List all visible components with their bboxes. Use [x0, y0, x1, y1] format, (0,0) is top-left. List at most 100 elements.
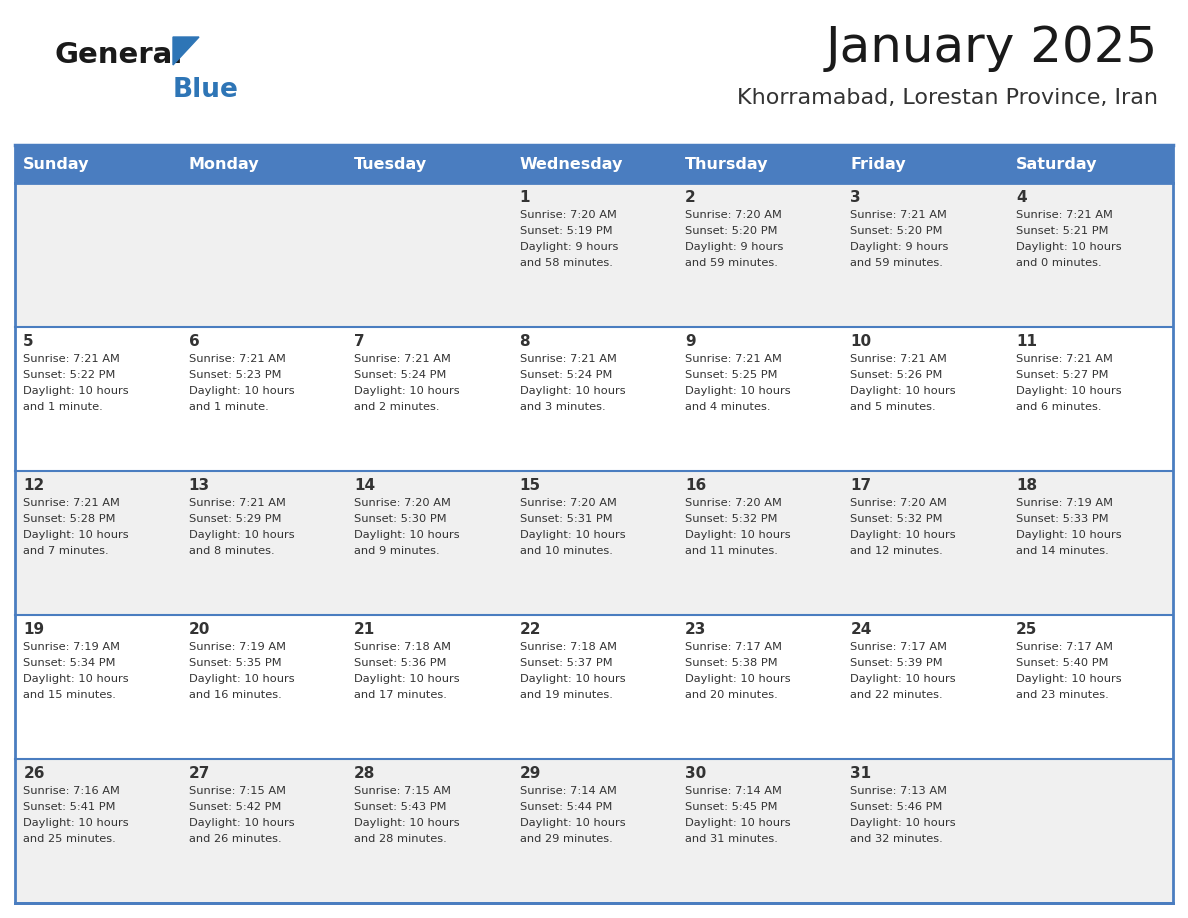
- Text: Sunday: Sunday: [24, 156, 90, 172]
- Text: 22: 22: [519, 622, 541, 637]
- Text: and 6 minutes.: and 6 minutes.: [1016, 402, 1101, 412]
- Text: Monday: Monday: [189, 156, 259, 172]
- Bar: [15, 145, 181, 183]
- Text: Sunrise: 7:21 AM: Sunrise: 7:21 AM: [851, 210, 947, 220]
- Text: Sunrise: 7:19 AM: Sunrise: 7:19 AM: [24, 642, 120, 652]
- Text: and 3 minutes.: and 3 minutes.: [519, 402, 605, 412]
- Text: Sunset: 5:35 PM: Sunset: 5:35 PM: [189, 658, 282, 668]
- Text: Thursday: Thursday: [685, 156, 769, 172]
- Text: and 58 minutes.: and 58 minutes.: [519, 258, 613, 268]
- Text: Daylight: 10 hours: Daylight: 10 hours: [519, 818, 625, 828]
- Text: January 2025: January 2025: [826, 24, 1158, 72]
- Text: Khorramabad, Lorestan Province, Iran: Khorramabad, Lorestan Province, Iran: [737, 88, 1158, 108]
- Text: Sunset: 5:20 PM: Sunset: 5:20 PM: [851, 226, 943, 236]
- Text: 16: 16: [685, 478, 706, 493]
- Text: 26: 26: [24, 766, 45, 781]
- Text: Sunrise: 7:19 AM: Sunrise: 7:19 AM: [1016, 498, 1113, 508]
- Text: 19: 19: [24, 622, 44, 637]
- Polygon shape: [173, 37, 200, 65]
- Text: Sunset: 5:25 PM: Sunset: 5:25 PM: [685, 370, 777, 380]
- Text: and 15 minutes.: and 15 minutes.: [24, 690, 116, 700]
- Text: Sunrise: 7:21 AM: Sunrise: 7:21 AM: [1016, 354, 1113, 364]
- Text: Sunrise: 7:15 AM: Sunrise: 7:15 AM: [354, 786, 451, 796]
- Text: Sunrise: 7:21 AM: Sunrise: 7:21 AM: [24, 498, 120, 508]
- Text: Daylight: 10 hours: Daylight: 10 hours: [24, 674, 128, 684]
- Text: and 2 minutes.: and 2 minutes.: [354, 402, 440, 412]
- Text: and 1 minute.: and 1 minute.: [24, 402, 103, 412]
- Text: Sunrise: 7:17 AM: Sunrise: 7:17 AM: [685, 642, 782, 652]
- Text: 30: 30: [685, 766, 706, 781]
- Text: Daylight: 10 hours: Daylight: 10 hours: [685, 818, 790, 828]
- Text: Sunset: 5:20 PM: Sunset: 5:20 PM: [685, 226, 777, 236]
- Text: and 31 minutes.: and 31 minutes.: [685, 834, 778, 844]
- Text: 10: 10: [851, 334, 872, 349]
- Text: and 19 minutes.: and 19 minutes.: [519, 690, 613, 700]
- Text: 29: 29: [519, 766, 541, 781]
- Text: Sunset: 5:29 PM: Sunset: 5:29 PM: [189, 514, 282, 524]
- Bar: [15, 471, 1173, 615]
- Text: Daylight: 10 hours: Daylight: 10 hours: [685, 530, 790, 540]
- Text: Daylight: 10 hours: Daylight: 10 hours: [189, 530, 295, 540]
- Text: and 17 minutes.: and 17 minutes.: [354, 690, 447, 700]
- Text: and 29 minutes.: and 29 minutes.: [519, 834, 612, 844]
- Text: 28: 28: [354, 766, 375, 781]
- Text: and 32 minutes.: and 32 minutes.: [851, 834, 943, 844]
- Text: Saturday: Saturday: [1016, 156, 1098, 172]
- Text: Sunset: 5:39 PM: Sunset: 5:39 PM: [851, 658, 943, 668]
- Text: Sunrise: 7:15 AM: Sunrise: 7:15 AM: [189, 786, 285, 796]
- Text: Sunset: 5:42 PM: Sunset: 5:42 PM: [189, 802, 282, 812]
- Text: Sunrise: 7:21 AM: Sunrise: 7:21 AM: [851, 354, 947, 364]
- Bar: [1007, 145, 1173, 183]
- Text: Blue: Blue: [173, 77, 239, 103]
- Text: Sunrise: 7:19 AM: Sunrise: 7:19 AM: [189, 642, 285, 652]
- Text: 13: 13: [189, 478, 210, 493]
- Text: Daylight: 10 hours: Daylight: 10 hours: [685, 386, 790, 396]
- Text: Sunset: 5:30 PM: Sunset: 5:30 PM: [354, 514, 447, 524]
- Bar: [677, 145, 842, 183]
- Text: 27: 27: [189, 766, 210, 781]
- Text: Sunrise: 7:17 AM: Sunrise: 7:17 AM: [1016, 642, 1113, 652]
- Bar: [511, 145, 677, 183]
- Text: 2: 2: [685, 190, 696, 205]
- Text: Sunset: 5:21 PM: Sunset: 5:21 PM: [1016, 226, 1108, 236]
- Bar: [181, 145, 346, 183]
- Bar: [15, 759, 1173, 903]
- Text: Sunrise: 7:17 AM: Sunrise: 7:17 AM: [851, 642, 947, 652]
- Text: and 0 minutes.: and 0 minutes.: [1016, 258, 1101, 268]
- Text: Sunrise: 7:21 AM: Sunrise: 7:21 AM: [1016, 210, 1113, 220]
- Bar: [842, 145, 1007, 183]
- Text: Sunrise: 7:14 AM: Sunrise: 7:14 AM: [519, 786, 617, 796]
- Text: Sunrise: 7:20 AM: Sunrise: 7:20 AM: [685, 498, 782, 508]
- Text: 6: 6: [189, 334, 200, 349]
- Text: Sunrise: 7:20 AM: Sunrise: 7:20 AM: [519, 210, 617, 220]
- Text: Sunset: 5:32 PM: Sunset: 5:32 PM: [685, 514, 777, 524]
- Text: Sunrise: 7:21 AM: Sunrise: 7:21 AM: [354, 354, 451, 364]
- Text: Daylight: 10 hours: Daylight: 10 hours: [519, 530, 625, 540]
- Text: Sunrise: 7:21 AM: Sunrise: 7:21 AM: [685, 354, 782, 364]
- Text: Sunset: 5:27 PM: Sunset: 5:27 PM: [1016, 370, 1108, 380]
- Text: and 22 minutes.: and 22 minutes.: [851, 690, 943, 700]
- Text: Sunrise: 7:20 AM: Sunrise: 7:20 AM: [354, 498, 451, 508]
- Text: and 59 minutes.: and 59 minutes.: [851, 258, 943, 268]
- Text: Tuesday: Tuesday: [354, 156, 428, 172]
- Text: Sunrise: 7:16 AM: Sunrise: 7:16 AM: [24, 786, 120, 796]
- Text: 4: 4: [1016, 190, 1026, 205]
- Text: and 1 minute.: and 1 minute.: [189, 402, 268, 412]
- Text: Sunrise: 7:20 AM: Sunrise: 7:20 AM: [519, 498, 617, 508]
- Text: Sunset: 5:31 PM: Sunset: 5:31 PM: [519, 514, 612, 524]
- Text: 7: 7: [354, 334, 365, 349]
- Text: 25: 25: [1016, 622, 1037, 637]
- Text: Daylight: 10 hours: Daylight: 10 hours: [1016, 674, 1121, 684]
- Text: Daylight: 9 hours: Daylight: 9 hours: [851, 242, 949, 252]
- Text: Sunset: 5:34 PM: Sunset: 5:34 PM: [24, 658, 115, 668]
- Text: Sunset: 5:19 PM: Sunset: 5:19 PM: [519, 226, 612, 236]
- Bar: [15, 327, 1173, 471]
- Text: Daylight: 10 hours: Daylight: 10 hours: [354, 386, 460, 396]
- Text: and 4 minutes.: and 4 minutes.: [685, 402, 771, 412]
- Bar: [15, 183, 1173, 327]
- Text: Daylight: 9 hours: Daylight: 9 hours: [519, 242, 618, 252]
- Text: and 12 minutes.: and 12 minutes.: [851, 546, 943, 556]
- Text: Daylight: 10 hours: Daylight: 10 hours: [354, 674, 460, 684]
- Text: Daylight: 10 hours: Daylight: 10 hours: [1016, 530, 1121, 540]
- Text: Sunset: 5:40 PM: Sunset: 5:40 PM: [1016, 658, 1108, 668]
